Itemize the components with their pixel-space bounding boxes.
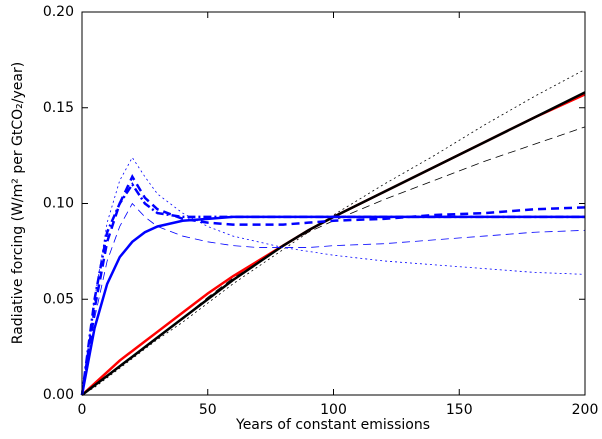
x-tick-label: 50 bbox=[199, 402, 217, 418]
y-axis-label: Radiative forcing (W/m² per GtCO₂/year) bbox=[10, 62, 26, 344]
x-tick-label: 150 bbox=[446, 402, 473, 418]
y-tick-label: 0.10 bbox=[43, 196, 74, 212]
series-line bbox=[81, 93, 586, 396]
series-line bbox=[81, 202, 586, 396]
y-tick-label: 0.05 bbox=[43, 291, 74, 307]
series-line bbox=[81, 91, 586, 396]
series-line bbox=[81, 156, 586, 396]
series-line bbox=[80, 215, 585, 396]
x-axis-label: Years of constant emissions bbox=[235, 417, 430, 433]
x-tick-label: 100 bbox=[320, 402, 347, 418]
plot-frame bbox=[81, 11, 586, 396]
y-tick-label: 0.20 bbox=[43, 4, 74, 20]
x-tick-label: 0 bbox=[78, 402, 87, 418]
y-tick-label: 0.15 bbox=[43, 100, 74, 116]
series-line bbox=[80, 174, 586, 396]
x-tick-label: 200 bbox=[572, 402, 599, 418]
series-line bbox=[81, 69, 586, 396]
series-line bbox=[81, 126, 586, 396]
y-tick-label: 0.00 bbox=[43, 387, 74, 403]
